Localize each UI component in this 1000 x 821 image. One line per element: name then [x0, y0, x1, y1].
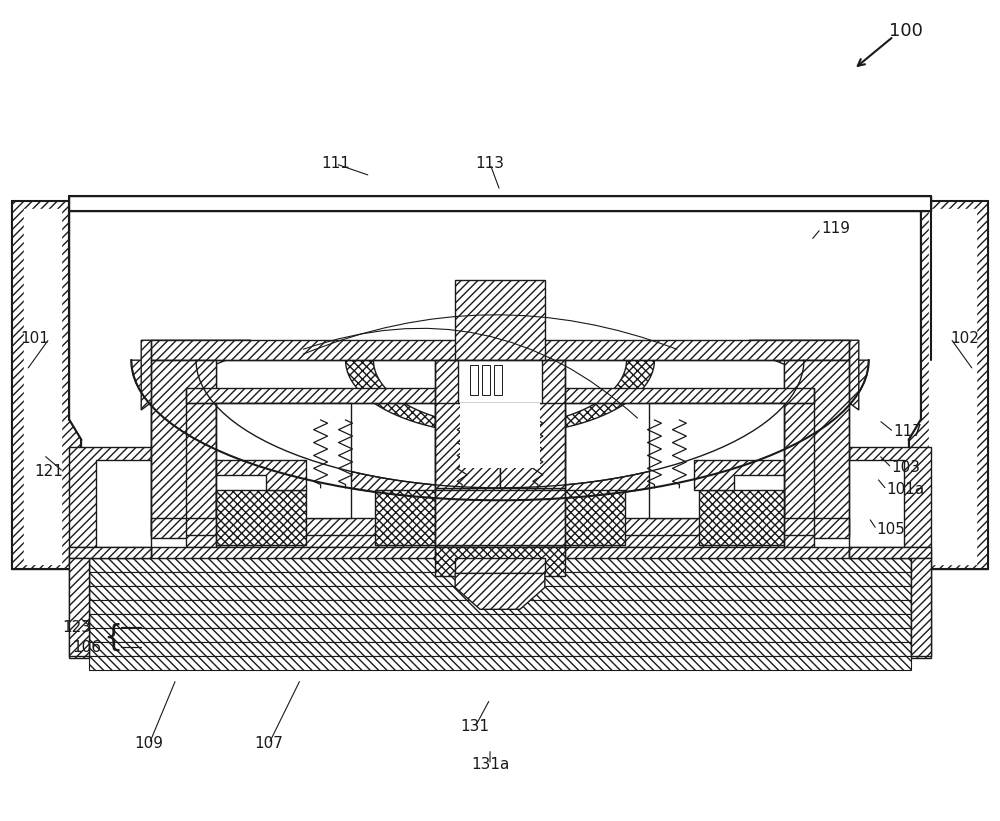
- Polygon shape: [849, 447, 931, 547]
- Text: 103: 103: [892, 461, 921, 475]
- Polygon shape: [89, 586, 911, 600]
- Polygon shape: [131, 360, 869, 500]
- Text: 111: 111: [321, 156, 350, 172]
- Text: 119: 119: [821, 221, 850, 236]
- Text: 117: 117: [894, 424, 923, 439]
- Polygon shape: [186, 534, 814, 547]
- Polygon shape: [649, 403, 784, 517]
- Polygon shape: [482, 365, 490, 395]
- Polygon shape: [749, 340, 859, 410]
- Polygon shape: [784, 360, 834, 534]
- Polygon shape: [186, 388, 814, 403]
- Polygon shape: [69, 195, 931, 211]
- Polygon shape: [458, 360, 542, 403]
- Polygon shape: [699, 490, 784, 544]
- Text: 123: 123: [62, 620, 91, 635]
- Polygon shape: [216, 460, 306, 490]
- Polygon shape: [435, 403, 500, 488]
- Polygon shape: [525, 490, 625, 544]
- Polygon shape: [216, 403, 351, 517]
- Polygon shape: [216, 490, 306, 544]
- Polygon shape: [24, 209, 61, 565]
- Polygon shape: [435, 360, 565, 559]
- Polygon shape: [141, 340, 251, 410]
- Text: 131: 131: [461, 719, 490, 735]
- Polygon shape: [455, 281, 545, 360]
- Text: 106: 106: [72, 640, 101, 654]
- Polygon shape: [69, 447, 151, 547]
- Polygon shape: [694, 460, 784, 490]
- Text: 102: 102: [950, 331, 979, 346]
- Polygon shape: [69, 558, 89, 656]
- Polygon shape: [89, 600, 911, 614]
- Polygon shape: [151, 517, 849, 538]
- Polygon shape: [89, 628, 911, 642]
- Text: 101a: 101a: [887, 482, 925, 498]
- Polygon shape: [69, 547, 151, 658]
- Polygon shape: [435, 547, 565, 576]
- Polygon shape: [494, 365, 502, 395]
- Polygon shape: [69, 547, 151, 558]
- Polygon shape: [89, 572, 911, 586]
- Polygon shape: [151, 340, 849, 360]
- Polygon shape: [460, 403, 540, 468]
- Polygon shape: [89, 558, 911, 572]
- Text: 107: 107: [254, 736, 283, 751]
- Polygon shape: [500, 403, 565, 488]
- Text: 109: 109: [135, 736, 164, 751]
- Polygon shape: [909, 200, 988, 570]
- Polygon shape: [784, 360, 849, 534]
- Polygon shape: [455, 573, 545, 609]
- Text: 100: 100: [889, 22, 923, 40]
- Polygon shape: [911, 558, 931, 656]
- Polygon shape: [455, 558, 545, 573]
- Polygon shape: [89, 642, 911, 656]
- Polygon shape: [849, 547, 931, 558]
- Polygon shape: [849, 547, 931, 658]
- Text: 113: 113: [476, 156, 505, 172]
- Text: {: {: [104, 623, 123, 652]
- Polygon shape: [375, 490, 475, 544]
- Polygon shape: [151, 360, 216, 534]
- Polygon shape: [470, 365, 478, 395]
- Polygon shape: [89, 614, 911, 628]
- Text: 121: 121: [35, 465, 63, 479]
- Polygon shape: [12, 200, 81, 570]
- Text: 101: 101: [21, 331, 50, 346]
- Polygon shape: [89, 656, 911, 670]
- Polygon shape: [435, 490, 565, 544]
- Text: 131a: 131a: [471, 757, 509, 773]
- Polygon shape: [346, 360, 654, 434]
- Polygon shape: [151, 547, 849, 558]
- Polygon shape: [151, 360, 216, 534]
- Text: 105: 105: [877, 522, 906, 537]
- Polygon shape: [929, 209, 976, 565]
